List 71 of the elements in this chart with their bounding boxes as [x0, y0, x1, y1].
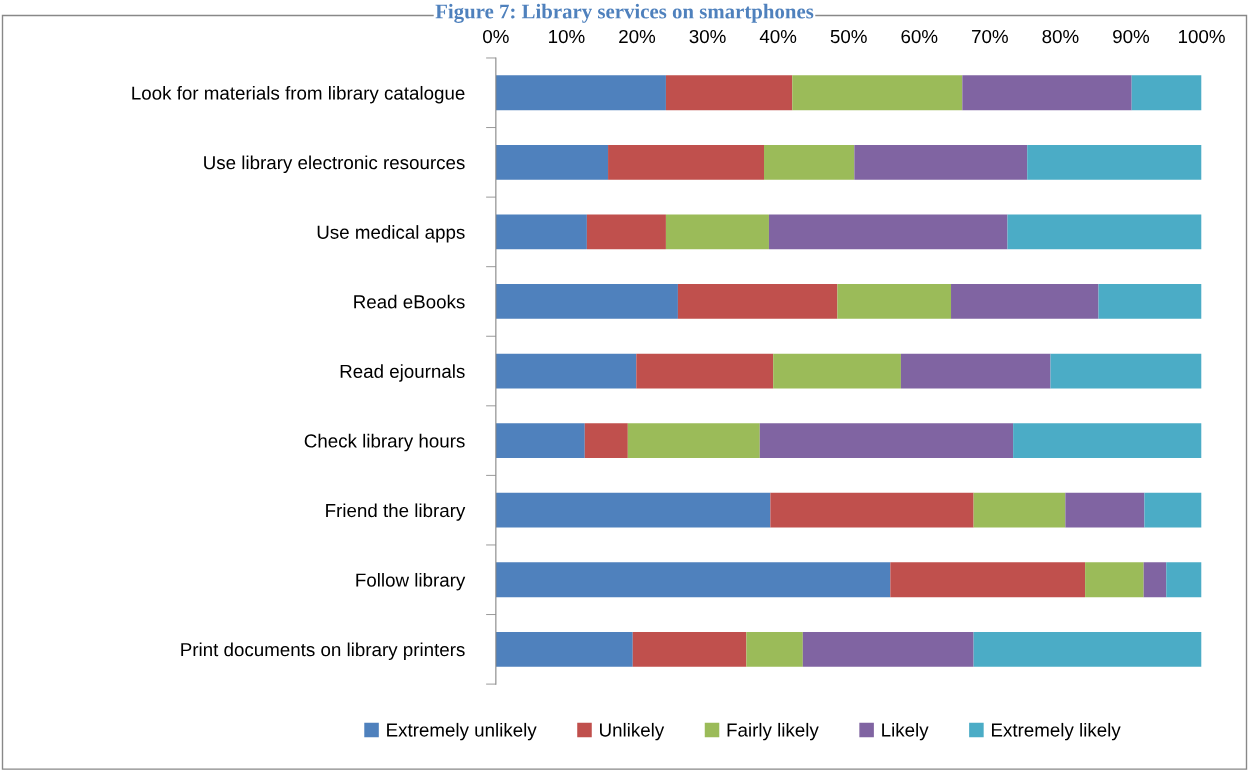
bar	[636, 353, 774, 389]
bar	[584, 423, 628, 458]
bar	[495, 562, 891, 598]
bar	[973, 631, 1202, 667]
bar	[632, 631, 747, 667]
bar	[890, 562, 1086, 598]
bar	[1166, 562, 1202, 598]
y-tick-label: Look for materials from library catalogue	[132, 85, 465, 104]
bar	[1143, 562, 1167, 598]
bar	[1050, 353, 1202, 389]
y-tick-label: Use library electronic resources	[204, 155, 465, 174]
bar	[1065, 492, 1145, 528]
bar	[495, 423, 585, 458]
bar	[495, 214, 587, 250]
x-tick-label: 70%	[972, 29, 1008, 44]
bar	[677, 284, 838, 319]
bar	[973, 492, 1066, 528]
bar	[802, 631, 974, 667]
bar	[608, 144, 765, 180]
bar	[773, 353, 901, 389]
x-tick-label: 20%	[619, 29, 656, 44]
legend-label: Extremely unlikely	[387, 722, 537, 741]
bar	[495, 144, 609, 180]
bar	[759, 423, 1014, 458]
x-tick-label: 40%	[759, 29, 797, 44]
bar	[837, 284, 952, 319]
bar	[1027, 144, 1202, 180]
bar	[770, 492, 974, 528]
x-tick-label: 60%	[901, 29, 938, 44]
bar	[586, 214, 666, 250]
bar	[1007, 214, 1202, 250]
chart-title: Figure 7: Library services on smartphones	[435, 3, 814, 23]
bar	[962, 75, 1132, 111]
bar	[854, 144, 1028, 180]
bar	[495, 284, 678, 319]
y-tick-label: Check library hours	[304, 433, 465, 452]
bar	[1085, 562, 1144, 598]
x-tick-label: 10%	[549, 29, 585, 44]
bar	[627, 423, 760, 458]
x-tick-label: 100%	[1178, 29, 1225, 44]
bar	[495, 75, 666, 111]
y-tick-label: Print documents on library printers	[181, 642, 465, 660]
y-tick-label: Use medical apps	[317, 225, 465, 243]
bar	[495, 492, 771, 528]
bar	[665, 214, 769, 250]
bar	[1013, 423, 1202, 458]
legend-label: Extremely likely	[992, 722, 1121, 741]
x-tick-label: 80%	[1042, 29, 1079, 44]
y-tick-label: Follow library	[356, 572, 466, 591]
x-tick-label: 30%	[689, 29, 726, 44]
legend-label: Likely	[882, 722, 929, 741]
x-tick-label: 90%	[1113, 29, 1150, 44]
bar	[900, 353, 1051, 389]
bar	[1098, 284, 1202, 319]
y-tick-label: Friend the library	[326, 503, 466, 521]
bar	[746, 631, 803, 667]
bar	[1131, 75, 1202, 111]
x-tick-label: 0%	[483, 29, 509, 44]
bar	[951, 284, 1099, 319]
bar	[1144, 492, 1202, 528]
bar	[495, 353, 637, 389]
bar	[665, 75, 793, 111]
legend-label: Fairly likely	[727, 722, 819, 741]
bar	[792, 75, 963, 111]
bar	[764, 144, 855, 180]
x-tick-label: 50%	[830, 29, 867, 44]
bar	[495, 631, 633, 667]
y-tick-label: Read eBooks	[354, 294, 465, 309]
legend-label: Unlikely	[600, 722, 665, 741]
bar	[768, 214, 1008, 250]
y-tick-label: Read ejournals	[340, 364, 465, 382]
